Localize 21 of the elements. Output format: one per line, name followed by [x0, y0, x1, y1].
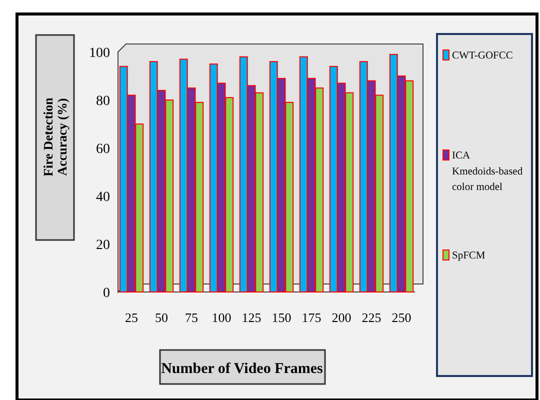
legend-label: CWT-GOFCC — [452, 50, 513, 62]
x-tick-label: 200 — [332, 310, 352, 325]
legend-label: ICA Kmedoids-based color model — [452, 150, 524, 194]
y-tick-label: 0 — [103, 286, 110, 301]
y-tick-label: 60 — [96, 142, 110, 157]
x-tick-label: 50 — [155, 310, 168, 325]
x-axis-title: Number of Video Frames — [161, 361, 324, 377]
legend-label: SpFCM — [452, 250, 486, 262]
y-tick-label: 100 — [89, 46, 110, 61]
y-axis-title: Fire Detection Accuracy (%) — [40, 96, 70, 176]
x-tick-label: 250 — [392, 310, 412, 325]
y-tick-label: 20 — [96, 238, 110, 253]
x-tick-label: 175 — [302, 310, 322, 325]
y-tick-label: 80 — [96, 94, 110, 109]
x-tick-label: 150 — [272, 310, 292, 325]
x-tick-label: 225 — [362, 310, 382, 325]
y-tick-label: 40 — [96, 190, 110, 205]
x-tick-label: 125 — [242, 310, 262, 325]
x-tick-label: 100 — [212, 310, 232, 325]
x-tick-label: 75 — [185, 310, 198, 325]
x-tick-label: 25 — [125, 310, 138, 325]
